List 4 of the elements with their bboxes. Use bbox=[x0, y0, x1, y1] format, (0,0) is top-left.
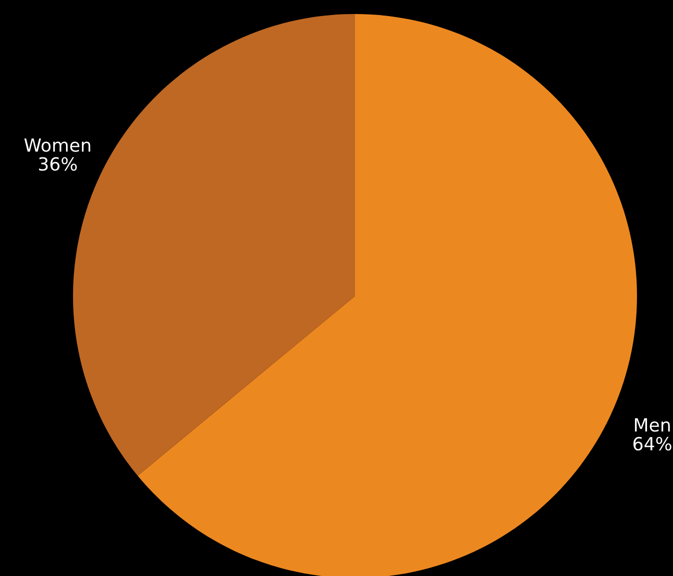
data-label: 36% bbox=[39, 157, 77, 171]
slice-label: Men bbox=[634, 418, 670, 432]
slice-label: Women bbox=[24, 138, 90, 152]
data-label: 64% bbox=[633, 436, 672, 451]
